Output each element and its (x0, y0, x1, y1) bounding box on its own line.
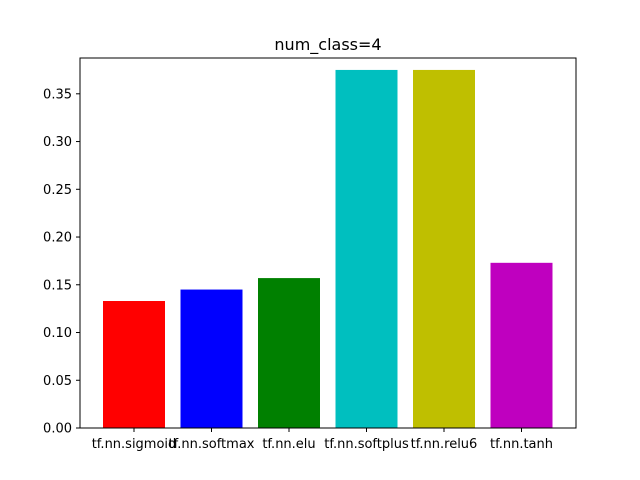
bar-tf-nn-elu (258, 278, 320, 428)
chart-title: num_class=4 (274, 35, 381, 55)
y-tick-label: 0.15 (43, 278, 72, 293)
bar-tf-nn-tanh (490, 262, 553, 428)
bar-tf-nn-softmax (180, 289, 243, 428)
x-tick-label: tf.nn.tanh (490, 437, 553, 452)
x-tick-label: tf.nn.elu (262, 437, 315, 452)
y-tick-label: 0.25 (43, 183, 72, 198)
x-tick-label: tf.nn.softplus (324, 437, 409, 452)
bar-tf-nn-sigmoid (103, 301, 165, 428)
y-tick-label: 0.35 (43, 87, 72, 102)
x-tick-label: tf.nn.relu6 (411, 437, 478, 452)
bars-group (103, 69, 553, 428)
bar-tf-nn-softplus (335, 69, 398, 428)
x-tick-label: tf.nn.sigmoid (92, 437, 177, 452)
bar-tf-nn-relu6 (413, 69, 475, 428)
plot-area-frame (79, 57, 577, 429)
x-tick-label: tf.nn.softmax (169, 437, 255, 452)
y-tick-label: 0.00 (43, 422, 72, 437)
y-tick-label: 0.20 (43, 231, 72, 246)
y-tick-label: 0.30 (43, 135, 72, 150)
y-axis: 0.00 0.05 0.10 0.15 0.20 0.25 0.30 0.35 (43, 87, 80, 437)
y-tick-label: 0.10 (43, 326, 72, 341)
y-tick-label: 0.05 (43, 374, 72, 389)
